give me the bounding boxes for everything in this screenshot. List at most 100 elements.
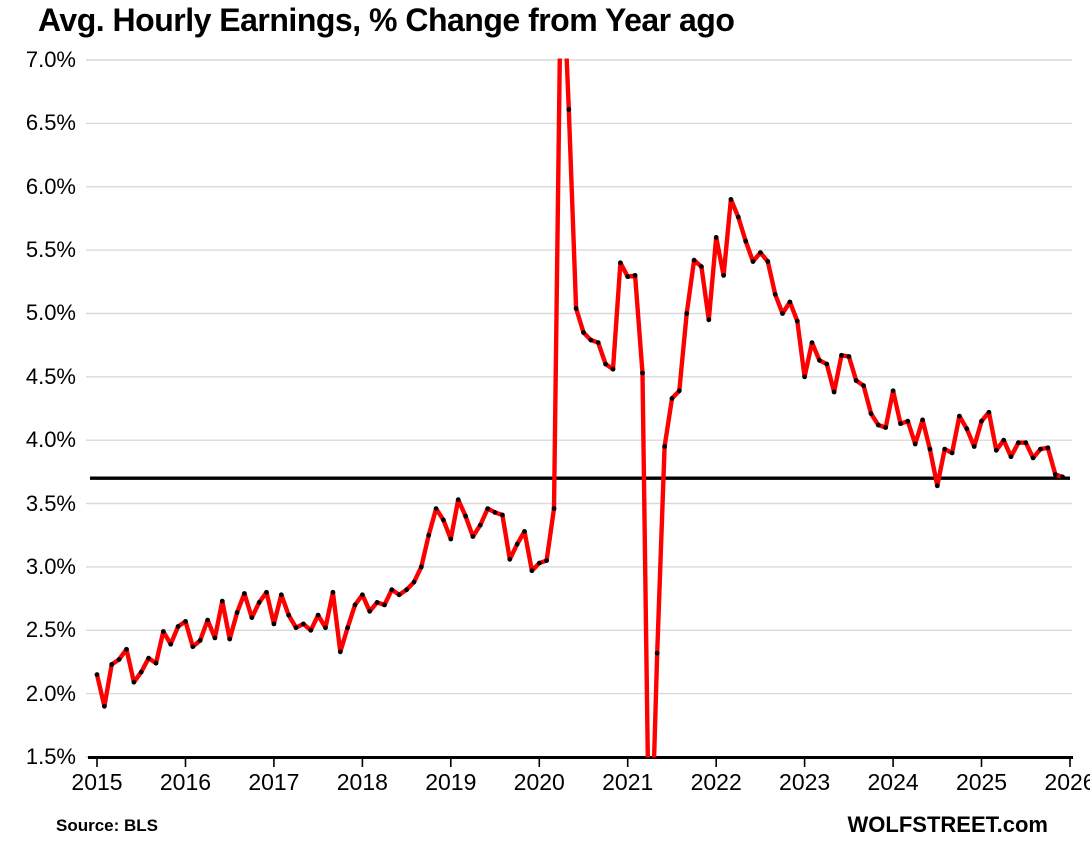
data-point-marker: [735, 214, 741, 220]
data-point-marker: [470, 534, 476, 539]
data-point-marker: [839, 352, 844, 358]
source-label: Source: BLS: [56, 816, 159, 835]
y-axis-tick-label: 2.5%: [25, 617, 76, 643]
data-point-marker: [758, 250, 763, 256]
x-axis-tick-label: 2015: [71, 769, 123, 795]
y-axis-tick-label: 7.0%: [25, 47, 76, 72]
wolfstreet-branding: WOLFSTREET.com: [847, 812, 1048, 837]
y-axis-tick-label: 3.0%: [25, 553, 76, 579]
data-point-marker: [102, 703, 107, 709]
data-point-marker: [824, 361, 830, 367]
data-point-marker: [227, 636, 233, 642]
data-point-marker: [212, 635, 218, 641]
data-point-marker: [477, 522, 483, 528]
x-axis-tick-label: 2016: [159, 769, 212, 795]
data-point-marker: [787, 299, 793, 305]
data-point-marker: [1023, 440, 1029, 446]
y-axis-tick-label: 6.0%: [25, 173, 76, 199]
data-point-marker: [817, 357, 822, 363]
x-axis-tick-label: 2019: [425, 769, 477, 795]
data-point-marker: [905, 418, 911, 424]
data-point-marker: [993, 447, 999, 453]
data-point-marker: [691, 257, 697, 263]
y-axis-tick-label: 5.0%: [25, 300, 76, 326]
data-point-marker: [721, 273, 726, 278]
data-point-marker: [802, 374, 807, 380]
data-point-marker: [728, 197, 734, 202]
data-point-marker: [124, 646, 129, 652]
data-point-marker: [94, 672, 100, 677]
data-point-marker: [360, 592, 365, 598]
x-axis-tick-label: 2026: [1044, 769, 1090, 795]
data-point-marker: [588, 337, 594, 343]
data-point-marker: [927, 446, 933, 452]
y-axis-tick-label: 6.5%: [25, 110, 76, 136]
x-axis-tick-label: 2020: [513, 769, 565, 795]
y-axis-tick-label: 4.0%: [25, 427, 76, 453]
data-point-marker: [168, 641, 174, 647]
data-point-marker: [551, 506, 557, 511]
data-point-marker: [441, 517, 446, 523]
data-point-marker: [883, 425, 889, 430]
data-point-marker: [618, 260, 623, 266]
data-point-marker: [278, 592, 284, 598]
data-point-marker: [603, 361, 608, 367]
data-point-marker: [352, 602, 358, 608]
data-point-marker: [131, 679, 137, 685]
data-point-marker: [190, 644, 196, 650]
data-point-marker: [529, 568, 535, 574]
y-axis-tick-label: 4.5%: [25, 363, 76, 389]
data-point-marker: [1038, 446, 1043, 452]
data-point-marker: [264, 589, 269, 595]
data-point-marker: [455, 497, 461, 503]
data-point-marker: [566, 107, 572, 112]
data-point-marker: [706, 317, 712, 323]
data-point-marker: [780, 311, 785, 316]
y-axis-tick-label: 3.5%: [25, 490, 76, 516]
data-point-marker: [809, 340, 815, 345]
data-point-marker: [242, 591, 247, 596]
data-point-marker: [713, 235, 719, 240]
data-point-marker: [971, 444, 977, 449]
data-point-marker: [898, 421, 903, 427]
x-axis-tick-label: 2017: [248, 769, 300, 795]
data-point-marker: [293, 625, 299, 631]
data-point-marker: [595, 340, 601, 345]
data-point-marker: [514, 541, 520, 547]
data-point-marker: [986, 409, 992, 415]
x-axis-tick-label: 2018: [336, 769, 388, 795]
data-point-marker: [330, 589, 336, 595]
data-point-marker: [846, 354, 852, 359]
data-point-marker: [426, 532, 432, 538]
data-point-marker: [684, 311, 690, 316]
data-point-marker: [323, 625, 328, 631]
data-point-marker: [146, 655, 152, 661]
data-point-marker: [160, 629, 166, 634]
data-point-marker: [964, 426, 970, 432]
data-point-marker: [1030, 455, 1036, 461]
data-point-marker: [632, 273, 638, 278]
data-point-marker: [522, 529, 527, 534]
data-point-marker: [286, 612, 292, 618]
data-point-marker: [411, 579, 417, 585]
data-point-marker: [794, 318, 800, 324]
y-axis-tick-label: 1.5%: [25, 744, 76, 769]
data-point-marker: [654, 650, 660, 656]
data-point-marker: [1045, 445, 1051, 451]
data-point-marker: [1052, 472, 1058, 477]
data-point-marker: [949, 450, 955, 456]
earnings-line: [94, 58, 1065, 758]
data-point-marker: [389, 587, 395, 593]
data-point-marker: [625, 274, 631, 280]
data-point-marker: [957, 413, 962, 419]
data-point-marker: [337, 649, 343, 655]
data-point-marker: [1008, 454, 1014, 460]
data-point-marker: [197, 638, 203, 643]
data-point-marker: [942, 446, 948, 452]
data-point-marker: [315, 612, 321, 618]
data-point-marker: [345, 625, 350, 631]
y-axis-tick-label: 5.5%: [25, 237, 76, 263]
data-point-marker: [256, 600, 262, 605]
data-point-marker: [765, 259, 771, 264]
